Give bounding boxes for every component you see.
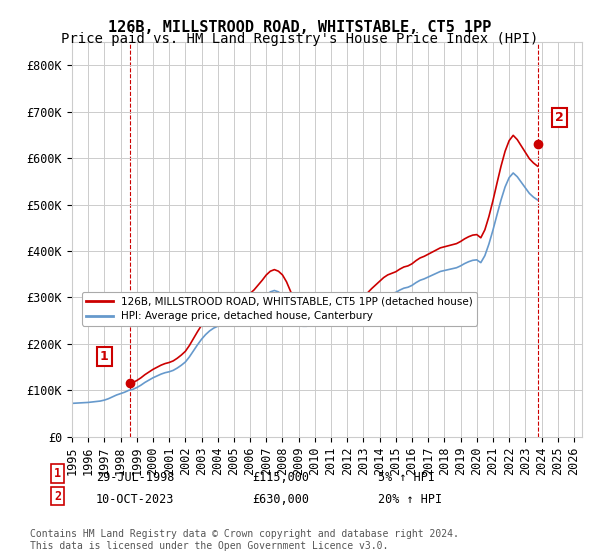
Text: 10-OCT-2023: 10-OCT-2023 <box>96 493 175 506</box>
Text: 1: 1 <box>100 350 109 363</box>
Text: 5% ↑ HPI: 5% ↑ HPI <box>378 470 435 484</box>
Text: 2: 2 <box>54 489 61 502</box>
Text: 29-JUL-1998: 29-JUL-1998 <box>96 470 175 484</box>
Text: Contains HM Land Registry data © Crown copyright and database right 2024.
This d: Contains HM Land Registry data © Crown c… <box>30 529 459 551</box>
Legend: 126B, MILLSTROOD ROAD, WHITSTABLE, CT5 1PP (detached house), HPI: Average price,: 126B, MILLSTROOD ROAD, WHITSTABLE, CT5 1… <box>82 292 477 325</box>
Text: 1: 1 <box>54 467 61 480</box>
Text: 2: 2 <box>554 111 563 124</box>
Text: £115,000: £115,000 <box>252 470 309 484</box>
Text: Price paid vs. HM Land Registry's House Price Index (HPI): Price paid vs. HM Land Registry's House … <box>61 32 539 46</box>
Text: £630,000: £630,000 <box>252 493 309 506</box>
Text: 126B, MILLSTROOD ROAD, WHITSTABLE, CT5 1PP: 126B, MILLSTROOD ROAD, WHITSTABLE, CT5 1… <box>109 20 491 35</box>
Text: 20% ↑ HPI: 20% ↑ HPI <box>378 493 442 506</box>
